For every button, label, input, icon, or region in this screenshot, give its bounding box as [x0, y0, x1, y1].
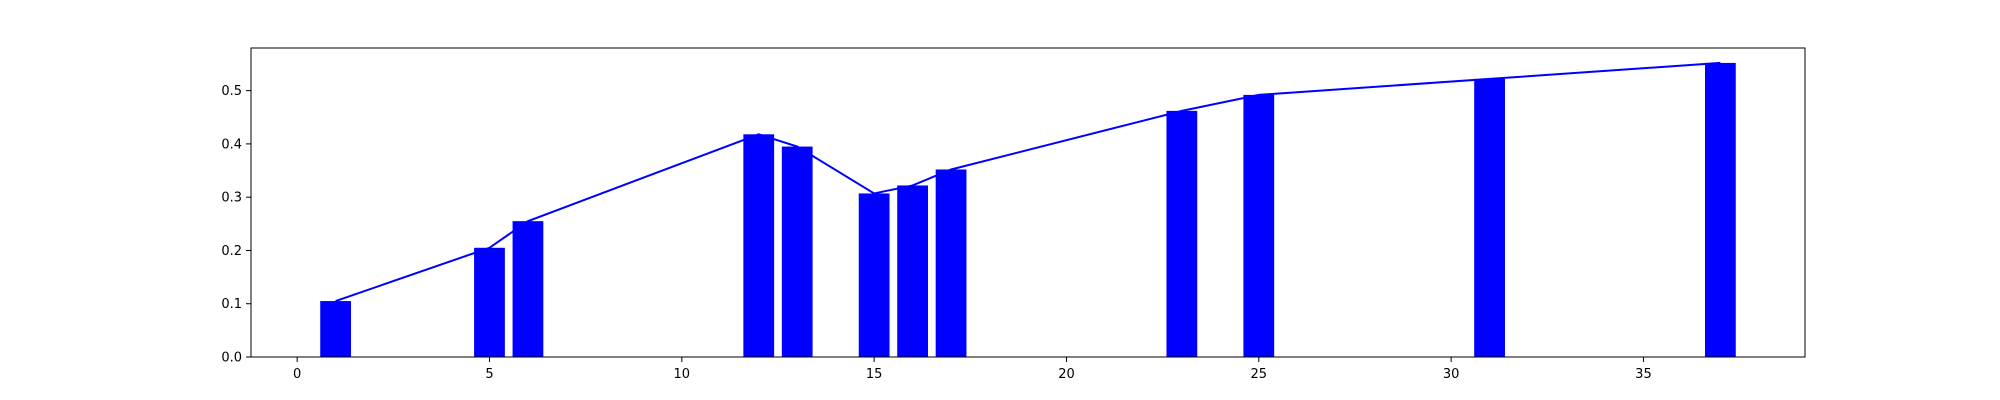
x-tick-label: 10 — [674, 367, 691, 382]
x-tick-label: 5 — [485, 367, 493, 382]
x-tick-label: 20 — [1058, 367, 1075, 382]
bar-8 — [1166, 110, 1198, 358]
bar-11 — [1704, 62, 1736, 358]
x-tick-label: 15 — [866, 367, 883, 382]
plot-frame — [250, 47, 1806, 358]
line-layer — [335, 61, 1721, 303]
x-tick-label: 25 — [1251, 367, 1268, 382]
x-tick-label: 0 — [293, 367, 301, 382]
y-tick-label: 0.3 — [221, 191, 242, 206]
bar-2 — [512, 221, 544, 357]
y-tick-label: 0.2 — [221, 244, 242, 259]
y-tick-label: 0.0 — [221, 351, 242, 366]
y-axis: 0.0 0.1 0.2 0.3 0.4 0.5 — [221, 84, 251, 366]
bars-layer — [320, 62, 1736, 358]
bar-1 — [474, 247, 505, 357]
bar-9 — [1243, 94, 1275, 358]
y-tick-label: 0.1 — [221, 297, 242, 312]
bar-3 — [743, 134, 775, 357]
bar-5 — [858, 193, 890, 357]
x-tick-label: 35 — [1635, 367, 1652, 382]
bar-6 — [897, 185, 928, 357]
y-tick-label: 0.5 — [221, 84, 242, 99]
bar-10 — [1474, 78, 1505, 358]
bar-7 — [935, 169, 967, 357]
bar-0 — [320, 301, 352, 357]
bar-4 — [781, 146, 813, 357]
series-line — [335, 61, 1721, 303]
x-axis: 0 5 10 15 20 25 30 35 — [293, 357, 1652, 382]
x-tick-label: 30 — [1443, 367, 1460, 382]
y-tick-label: 0.4 — [221, 137, 242, 152]
